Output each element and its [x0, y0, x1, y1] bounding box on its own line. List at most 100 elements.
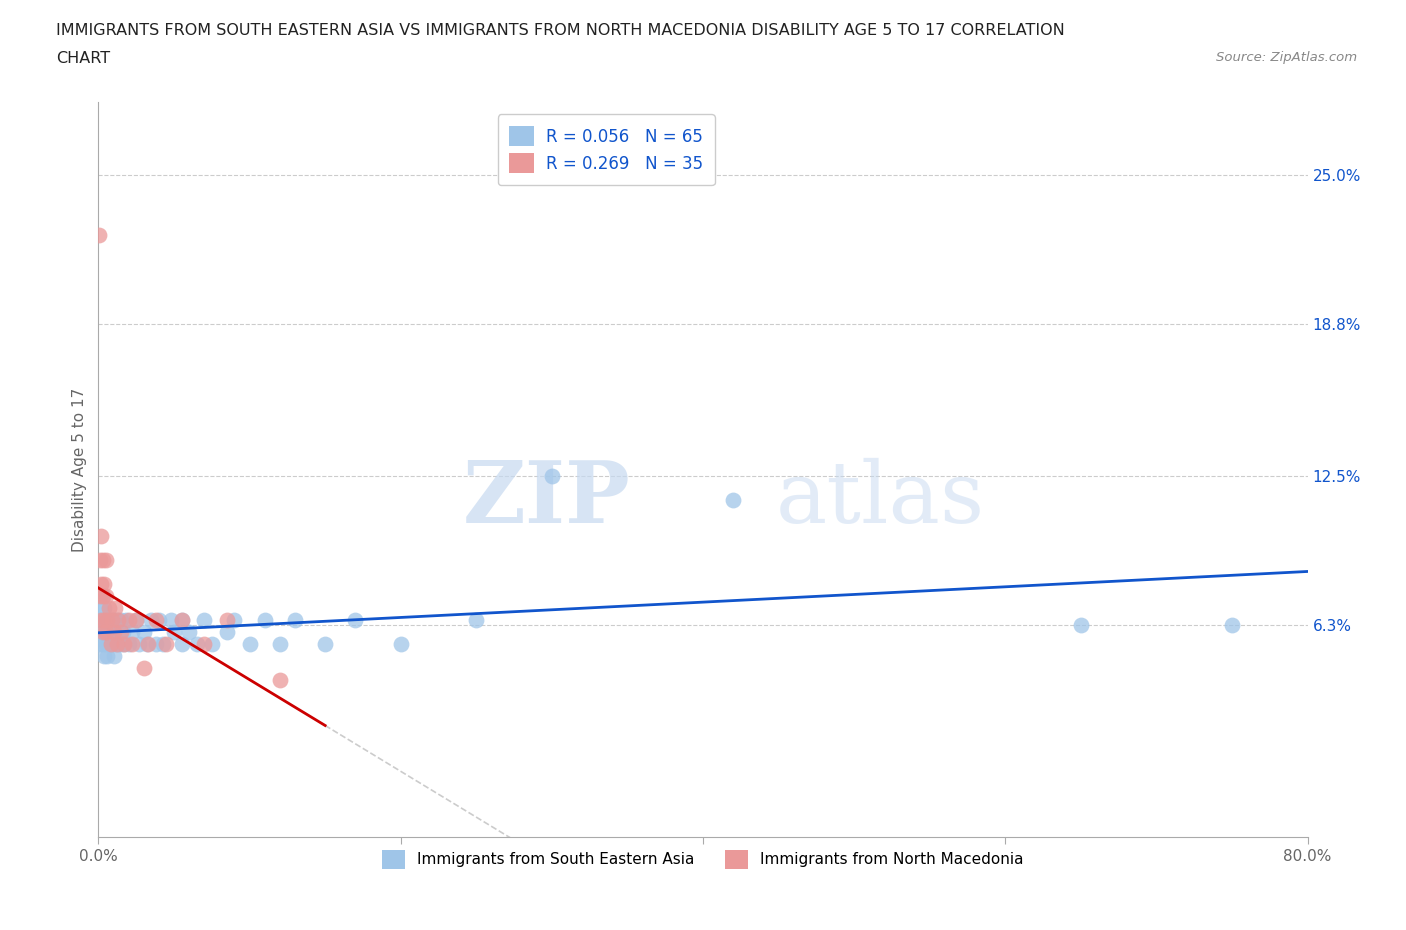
- Point: [108, 625, 131, 640]
- Point: [132, 661, 155, 676]
- Legend: Immigrants from South Eastern Asia, Immigrants from North Macedonia: Immigrants from South Eastern Asia, Immi…: [370, 838, 1036, 881]
- Point: [344, 613, 367, 628]
- Point: [94, 625, 117, 640]
- Point: [98, 637, 121, 652]
- Point: [1070, 618, 1092, 632]
- Point: [101, 613, 124, 628]
- Point: [89, 552, 111, 567]
- Point: [135, 637, 157, 652]
- Text: atlas: atlas: [776, 458, 984, 540]
- Point: [193, 637, 215, 652]
- Point: [103, 649, 125, 664]
- Point: [104, 601, 127, 616]
- Point: [215, 613, 238, 628]
- Point: [103, 613, 125, 628]
- Point: [104, 637, 127, 652]
- Point: [98, 601, 121, 616]
- Point: [215, 625, 238, 640]
- Point: [128, 637, 150, 652]
- Point: [224, 613, 246, 628]
- Point: [90, 625, 112, 640]
- Point: [110, 613, 132, 628]
- Point: [148, 613, 170, 628]
- Point: [107, 613, 129, 628]
- Point: [94, 637, 117, 652]
- Y-axis label: Disability Age 5 to 17: Disability Age 5 to 17: [72, 388, 87, 551]
- Text: CHART: CHART: [56, 51, 110, 66]
- Point: [132, 625, 155, 640]
- Point: [314, 637, 336, 652]
- Point: [141, 613, 163, 628]
- Point: [136, 637, 159, 652]
- Point: [93, 577, 115, 591]
- Point: [112, 637, 135, 652]
- Point: [239, 637, 262, 652]
- Point: [105, 613, 128, 628]
- Point: [91, 613, 114, 628]
- Point: [91, 589, 114, 604]
- Point: [107, 637, 129, 652]
- Point: [253, 613, 276, 628]
- Point: [94, 625, 117, 640]
- Point: [145, 637, 167, 652]
- Point: [125, 613, 148, 628]
- Text: IMMIGRANTS FROM SOUTH EASTERN ASIA VS IMMIGRANTS FROM NORTH MACEDONIA DISABILITY: IMMIGRANTS FROM SOUTH EASTERN ASIA VS IM…: [56, 23, 1064, 38]
- Text: Source: ZipAtlas.com: Source: ZipAtlas.com: [1216, 51, 1357, 64]
- Point: [103, 625, 125, 640]
- Point: [160, 613, 183, 628]
- Point: [90, 577, 112, 591]
- Point: [91, 625, 114, 640]
- Point: [540, 468, 562, 483]
- Point: [105, 637, 128, 652]
- Point: [112, 637, 135, 652]
- Point: [179, 625, 201, 640]
- Point: [111, 625, 134, 640]
- Point: [90, 601, 112, 616]
- Point: [723, 492, 745, 507]
- Point: [121, 637, 143, 652]
- Point: [94, 552, 117, 567]
- Point: [100, 637, 122, 652]
- Point: [110, 625, 132, 640]
- Point: [93, 613, 115, 628]
- Point: [186, 637, 208, 652]
- Point: [93, 601, 115, 616]
- Point: [101, 613, 124, 628]
- Point: [96, 649, 118, 664]
- Point: [170, 613, 193, 628]
- Point: [94, 589, 117, 604]
- Point: [1220, 618, 1243, 632]
- Point: [163, 625, 186, 640]
- Point: [89, 613, 111, 628]
- Point: [98, 613, 121, 628]
- Point: [100, 625, 122, 640]
- Point: [114, 613, 136, 628]
- Point: [170, 637, 193, 652]
- Point: [89, 637, 111, 652]
- Point: [89, 589, 111, 604]
- Point: [284, 613, 307, 628]
- Point: [89, 227, 111, 242]
- Point: [110, 637, 132, 652]
- Point: [91, 552, 114, 567]
- Point: [118, 613, 141, 628]
- Point: [118, 637, 141, 652]
- Point: [93, 649, 115, 664]
- Point: [90, 613, 112, 628]
- Point: [96, 613, 118, 628]
- Point: [90, 528, 112, 543]
- Point: [145, 613, 167, 628]
- Point: [389, 637, 412, 652]
- Point: [201, 637, 224, 652]
- Point: [465, 613, 488, 628]
- Point: [193, 613, 215, 628]
- Point: [269, 637, 291, 652]
- Point: [121, 625, 143, 640]
- Point: [91, 625, 114, 640]
- Point: [155, 637, 177, 652]
- Point: [91, 589, 114, 604]
- Point: [94, 613, 117, 628]
- Point: [125, 613, 148, 628]
- Point: [91, 637, 114, 652]
- Point: [100, 637, 122, 652]
